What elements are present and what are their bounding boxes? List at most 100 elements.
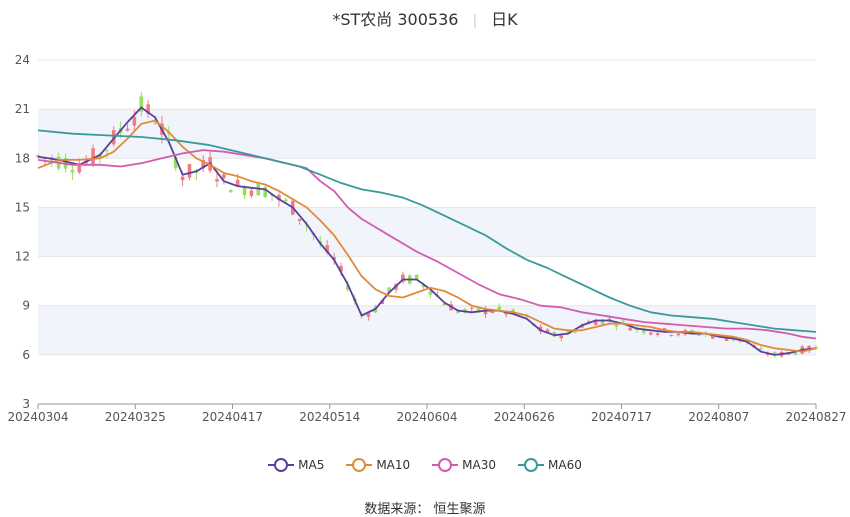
y-tick-label: 21	[15, 102, 30, 116]
x-tick-label: 20240325	[105, 410, 166, 424]
legend-ma30-swatch	[432, 458, 459, 472]
period-label: 日K	[491, 10, 518, 29]
legend-ma60[interactable]: MA60	[518, 458, 582, 472]
x-tick-label: 20240604	[396, 410, 457, 424]
candle-body	[456, 310, 460, 313]
grid-band	[38, 305, 816, 355]
candle-body	[387, 287, 391, 293]
y-tick-label: 6	[22, 348, 30, 362]
candle-body	[173, 157, 178, 169]
candle-body	[139, 96, 144, 112]
legend-ma10-label: MA10	[376, 458, 411, 472]
y-tick-label: 9	[22, 299, 30, 313]
legend-ma5-swatch	[268, 458, 295, 472]
candle-body	[490, 312, 495, 314]
x-tick-label: 20240304	[7, 410, 68, 424]
ma-line-ma10	[37, 119, 817, 353]
candle-body	[222, 174, 226, 179]
candle-body	[366, 313, 371, 317]
candle-body	[759, 348, 763, 350]
candle-body	[559, 335, 564, 339]
candle-body	[325, 245, 329, 253]
candle-body	[284, 199, 288, 201]
x-tick-label: 20240514	[299, 410, 360, 424]
candle-body	[401, 274, 405, 282]
kline-chart: 3 6 9 12 15 18 21 24 20240304 20240325 20240417 202…	[7, 53, 846, 424]
chart-legend: MA5 MA10 MA30 MA60	[0, 458, 850, 472]
candle-body	[669, 334, 674, 336]
candle-body	[655, 333, 660, 335]
candle-body	[297, 218, 302, 221]
x-tick-label: 20240626	[494, 410, 555, 424]
candle-body	[538, 326, 543, 332]
grid-band	[38, 207, 816, 257]
candle-body	[614, 325, 619, 327]
candle-body	[621, 320, 626, 322]
legend-ma60-label: MA60	[548, 458, 582, 472]
candle-body	[91, 148, 95, 166]
ma-line-ma5	[37, 106, 817, 356]
candle-body	[469, 307, 474, 309]
candle-body	[428, 291, 433, 295]
legend-ma5-label: MA5	[298, 458, 325, 472]
candle-body	[766, 354, 770, 356]
candle-body	[125, 128, 130, 131]
candle-body	[249, 190, 254, 196]
candle-body	[814, 347, 818, 350]
stock-name: *ST农尚 300536	[332, 10, 459, 29]
candle-body	[235, 179, 240, 186]
x-tick-label: 20240717	[591, 410, 652, 424]
candle-body	[242, 187, 247, 196]
candle-body	[187, 164, 192, 178]
candle-body	[545, 329, 550, 334]
x-tick-label: 20240417	[202, 410, 263, 424]
candle-body	[263, 187, 268, 198]
candle-body	[511, 309, 515, 313]
legend-ma30[interactable]: MA30	[432, 458, 496, 472]
candle-body	[105, 149, 109, 151]
x-tick-label: 20240807	[688, 410, 749, 424]
candle-body	[793, 352, 798, 355]
title-separator: |	[472, 13, 478, 29]
y-tick-label: 18	[15, 151, 30, 165]
ma-line-ma30	[37, 149, 817, 340]
candle-body	[463, 309, 467, 312]
candle-body	[731, 339, 736, 341]
candle-body	[201, 159, 206, 169]
legend-ma5[interactable]: MA5	[268, 458, 324, 472]
candle-body	[593, 320, 598, 326]
y-tick-label: 12	[15, 250, 30, 264]
candle-body	[215, 179, 219, 182]
y-tick-label: 24	[15, 53, 30, 67]
candle-body	[70, 169, 75, 173]
legend-ma60-swatch	[518, 458, 545, 472]
candle-body	[380, 300, 385, 304]
candle-body	[77, 165, 82, 173]
candle-body	[132, 116, 137, 126]
candle-body	[153, 122, 157, 124]
candle-body	[146, 104, 150, 114]
legend-ma10-swatch	[346, 458, 373, 472]
candle-body	[648, 332, 653, 335]
candle-body	[586, 321, 591, 323]
candle-body	[710, 335, 715, 339]
candle-body	[442, 303, 447, 306]
candle-body	[98, 154, 102, 159]
candle-body	[277, 194, 281, 201]
chart-title: *ST农尚 300536 | 日K	[0, 6, 850, 30]
candle-body	[697, 333, 701, 336]
legend-ma30-label: MA30	[462, 458, 497, 472]
legend-ma10[interactable]: MA10	[346, 458, 410, 472]
candle-body	[724, 338, 729, 341]
candle-body	[600, 319, 605, 325]
candle-body	[628, 327, 632, 331]
candle-body	[421, 284, 426, 288]
y-tick-label: 15	[15, 200, 30, 214]
candle-body	[414, 274, 419, 279]
candle-body	[772, 352, 777, 356]
candle-body	[339, 265, 343, 272]
data-source: 数据来源： 恒生聚源	[364, 502, 486, 517]
candle-body	[228, 189, 233, 193]
candle-body	[476, 308, 481, 313]
candle-body	[180, 176, 185, 181]
